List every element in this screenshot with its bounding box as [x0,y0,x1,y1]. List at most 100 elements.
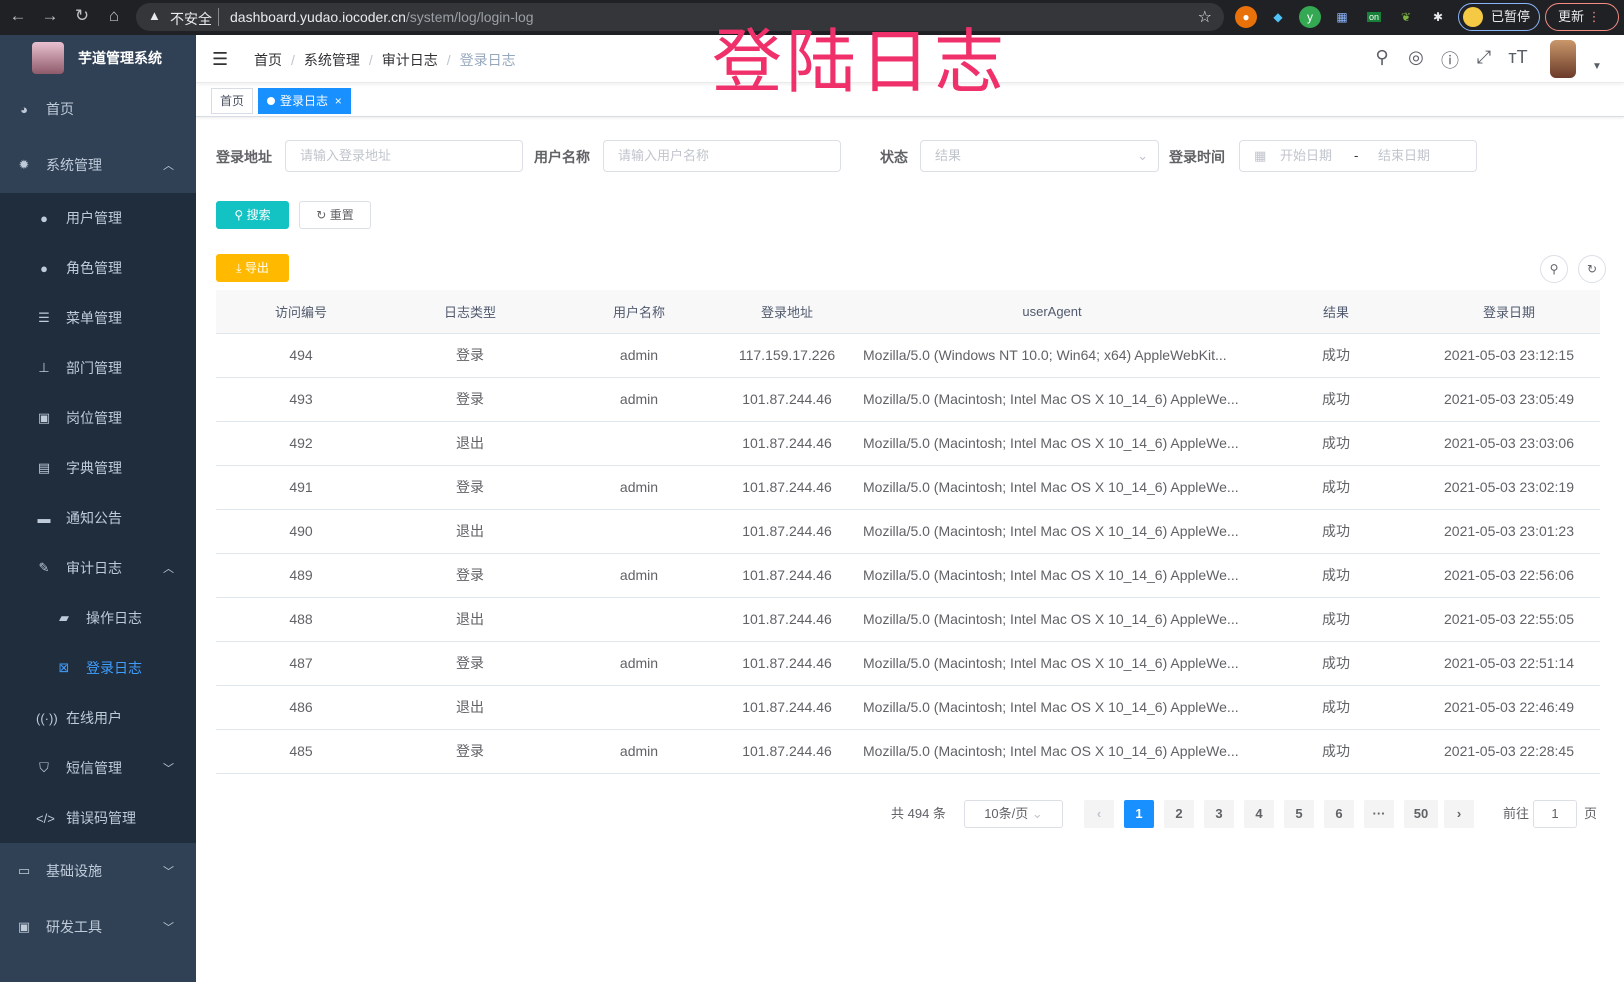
sidebar-item-sms[interactable]: ⛉ 短信管理 ﹀ [0,743,196,793]
navbar: ☰ 首页 / 系统管理 / 审计日志 / 登录日志 ⚲ ◎ ⓘ ⤢ ᴛT ▼ [196,35,1624,83]
table-cell: 488 [216,597,386,642]
address-input[interactable]: 请输入登录地址 [285,140,523,172]
hamburger-icon[interactable]: ☰ [212,49,229,69]
sidebar-item-user[interactable]: ● 用户管理 [0,193,196,243]
forward-icon[interactable]: → [41,6,59,25]
extension-y-icon[interactable]: y [1299,6,1321,28]
sidebar-item-menu[interactable]: ☰ 菜单管理 [0,293,196,343]
browser-toolbar: ← → ↻ ⌂ ▲ 不安全 dashboard.yudao.iocoder.cn… [0,0,1624,35]
help-icon[interactable]: ⓘ [1441,51,1459,71]
toggle-search-button[interactable]: ⚲ [1540,255,1568,283]
column-header: 用户名称 [554,290,724,334]
page-size-select[interactable]: 10条/页 ⌄ [964,800,1063,828]
table-row[interactable]: 492 退出 101.87.244.46 Mozilla/5.0 (Macintosh… [216,421,1600,466]
tag-login-log[interactable]: 登录日志 × [258,88,351,114]
next-page-button[interactable]: › [1444,800,1474,828]
reset-button[interactable]: ↻ 重置 [299,201,371,229]
username-input[interactable]: 请输入用户名称 [603,140,841,172]
page-button[interactable]: 50 [1404,800,1438,828]
page-button[interactable]: 5 [1284,800,1314,828]
sidebar-item-notice[interactable]: ▬ 通知公告 [0,493,196,543]
table-cell: 2021-05-03 23:12:15 [1418,333,1600,378]
table-row[interactable]: 485 登录 admin 101.87.244.46 Mozilla/5.0 (Maci… [216,729,1600,774]
sidebar-item-role[interactable]: ● 角色管理 [0,243,196,293]
overlay-title: 登陆日志 [712,21,1008,103]
page-button[interactable]: 2 [1164,800,1194,828]
search-icon[interactable]: ⚲ [1375,47,1389,67]
table-row[interactable]: 493 登录 admin 101.87.244.46 Mozilla/5.0 (Maci… [216,377,1600,422]
sidebar-item-dict[interactable]: ▤ 字典管理 [0,443,196,493]
sidebar-item-online[interactable]: ((·)) 在线用户 [0,693,196,743]
table-row[interactable]: 489 登录 admin 101.87.244.46 Mozilla/5.0 (Maci… [216,553,1600,598]
page-button[interactable]: 6 [1324,800,1354,828]
start-date[interactable]: 开始日期 [1280,148,1333,163]
reset-label: 重置 [329,208,354,222]
font-size-icon[interactable]: ᴛT [1508,47,1528,67]
sidebar-item-home[interactable]: ◕ 首页 [0,81,196,137]
avatar[interactable] [1550,40,1576,78]
sidebar-item-audit-log[interactable]: ✎ 审计日志 ︿ [0,543,196,593]
sidebar-item-tool[interactable]: ▣ 研发工具 ﹀ [0,899,196,955]
page-button[interactable]: 1 [1124,800,1154,828]
fullscreen-icon[interactable]: ⤢ [1476,47,1492,67]
insecure-label: 不安全 [170,11,212,27]
extension-gem-icon[interactable]: ◆ [1273,10,1283,24]
page-button[interactable]: 4 [1244,800,1274,828]
date-range-picker[interactable]: ▦ 开始日期 - 结束日期 [1239,140,1477,172]
end-date[interactable]: 结束日期 [1378,148,1431,163]
page-button[interactable]: ··· [1364,800,1394,828]
home-icon[interactable]: ⌂ [108,6,120,25]
sidebar-item-system[interactable]: ✹ 系统管理 ︿ [0,137,196,193]
address-bar[interactable]: ▲ 不安全 dashboard.yudao.iocoder.cn/system/… [136,3,1224,31]
status-select[interactable]: 结果 ⌄ [920,140,1159,172]
chevron-down-icon: ﹀ [163,922,174,934]
breadcrumb-item[interactable]: 系统管理 [303,52,360,68]
sidebar-item-error-code[interactable]: </> 错误码管理 [0,793,196,843]
table-row[interactable]: 488 退出 101.87.244.46 Mozilla/5.0 (Macintosh… [216,597,1600,642]
reload-icon[interactable]: ↻ [74,6,90,25]
table-cell: 101.87.244.46 [724,377,850,422]
breadcrumb-item[interactable]: 首页 [254,52,282,68]
table-row[interactable]: 486 退出 101.87.244.46 Mozilla/5.0 (Macintosh… [216,685,1600,730]
sidebar-item-dept[interactable]: ⊥ 部门管理 [0,343,196,393]
update-button[interactable]: 更新 ⋮ [1545,3,1619,31]
github-icon[interactable]: ◎ [1408,47,1424,67]
extension-leaf-icon[interactable]: ❦ [1400,10,1412,24]
sidebar-item-label: 审计日志 [66,560,122,576]
table-row[interactable]: 490 退出 101.87.244.46 Mozilla/5.0 (Macintosh… [216,509,1600,554]
bookmark-star-icon[interactable]: ☆ [1197,9,1212,26]
export-button[interactable]: ⤓ 导出 [216,254,289,282]
pagination-total: 共 494 条 [891,806,946,821]
extension-on-icon[interactable]: on [1363,6,1385,28]
table-header: 访问编号 日志类型 用户名称 登录地址 userAgent 结果 登录日期 [216,290,1600,334]
page-button[interactable]: 3 [1204,800,1234,828]
table-row[interactable]: 491 登录 admin 101.87.244.46 Mozilla/5.0 (Maci… [216,465,1600,510]
table-cell: 101.87.244.46 [724,553,850,598]
close-icon[interactable]: × [334,94,342,108]
caret-down-icon[interactable]: ▼ [1592,61,1602,72]
breadcrumb-item[interactable]: 审计日志 [381,52,438,68]
refresh-button[interactable]: ↻ [1578,255,1606,283]
sidebar-item-label: 研发工具 [46,919,102,935]
tag-home[interactable]: 首页 [211,88,254,114]
table-cell: 登录 [386,333,554,378]
table-cell: 2021-05-03 23:02:19 [1418,465,1600,510]
profile-paused-button[interactable]: 已暂停 [1458,3,1540,31]
goto-page-input[interactable]: 1 [1533,800,1577,828]
extensions-puzzle-icon[interactable]: ✱ [1432,10,1444,24]
table-cell: 成功 [1254,377,1418,422]
prev-page-button[interactable]: ‹ [1084,800,1114,828]
back-icon[interactable]: ← [9,6,27,25]
sidebar-item-login-log[interactable]: ⊠ 登录日志 [0,643,196,693]
sidebar-item-post[interactable]: ▣ 岗位管理 [0,393,196,443]
table-cell: 487 [216,641,386,686]
extension-grid-icon[interactable]: ▦ [1336,10,1348,24]
sidebar-item-operate-log[interactable]: ▰ 操作日志 [0,593,196,643]
search-button[interactable]: ⚲ 搜索 [216,201,289,229]
table-row[interactable]: 487 登录 admin 101.87.244.46 Mozilla/5.0 (Maci… [216,641,1600,686]
extension-icon[interactable]: ● [1235,6,1257,28]
sidebar-item-infra[interactable]: ▭ 基础设施 ﹀ [0,843,196,899]
table-row[interactable]: 494 登录 admin 117.159.17.226 Mozilla/5.0 (Win… [216,333,1600,378]
active-dot [267,97,275,105]
sidebar-logo[interactable]: 芋道管理系统 [0,35,196,81]
